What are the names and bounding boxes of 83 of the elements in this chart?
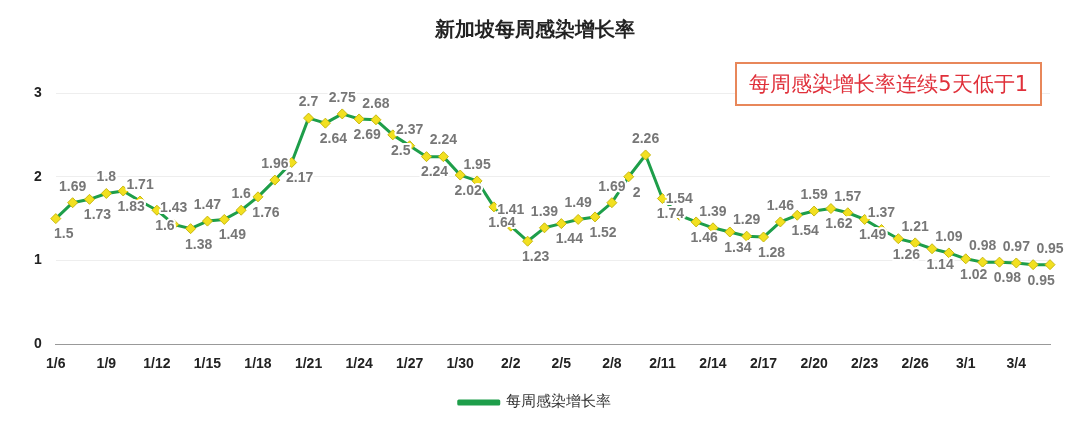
chart-title: 新加坡每周感染增长率 bbox=[434, 17, 635, 42]
x-tick-label: 1/21 bbox=[294, 355, 323, 372]
data-label: 1.39 bbox=[530, 202, 559, 219]
x-tick-label: 1/18 bbox=[244, 355, 272, 372]
x-tick-label: 2/14 bbox=[699, 355, 727, 372]
data-label: 2.5 bbox=[391, 141, 411, 158]
data-label: 1.76 bbox=[252, 203, 280, 220]
annotation: 每周感染增长率连续5天低于1 bbox=[735, 62, 1042, 106]
x-tick-label: 2/20 bbox=[800, 355, 828, 372]
data-label: 1.59 bbox=[800, 185, 828, 202]
data-label: 1.26 bbox=[892, 245, 921, 262]
data-label: 1.96 bbox=[261, 154, 289, 171]
data-label: 1.47 bbox=[193, 195, 222, 212]
x-tick-label: 2/8 bbox=[602, 355, 622, 372]
data-label: 1.09 bbox=[935, 227, 963, 244]
x-tick-label: 2/17 bbox=[749, 355, 778, 372]
x-tick-label: 1/24 bbox=[345, 355, 373, 372]
data-label: 1.71 bbox=[126, 175, 154, 192]
data-label: 2.24 bbox=[420, 163, 449, 180]
data-label: 1.54 bbox=[665, 190, 694, 207]
data-label: 1.49 bbox=[564, 194, 593, 211]
data-label: 2 bbox=[632, 183, 641, 200]
data-label: 1.49 bbox=[218, 226, 247, 243]
y-tick-label: 2 bbox=[33, 167, 42, 184]
data-label: 1.83 bbox=[117, 197, 146, 214]
data-label: 1.43 bbox=[160, 199, 188, 216]
data-label: 2.24 bbox=[429, 131, 458, 148]
data-label: 0.95 bbox=[1036, 239, 1064, 256]
data-label: 1.62 bbox=[825, 215, 853, 232]
x-tick-label: 2/26 bbox=[901, 355, 930, 372]
data-label: 1.95 bbox=[463, 155, 491, 172]
data-label: 1.57 bbox=[834, 187, 862, 204]
data-label: 2.68 bbox=[362, 94, 390, 111]
data-label: 1.39 bbox=[699, 202, 727, 219]
data-label: 1.38 bbox=[184, 235, 213, 252]
y-tick-label: 1 bbox=[33, 251, 42, 268]
data-label: 2.26 bbox=[631, 129, 660, 146]
data-label: 1.44 bbox=[555, 230, 584, 247]
data-label: 1.29 bbox=[733, 211, 761, 228]
data-label: 1.14 bbox=[926, 255, 954, 272]
data-label: 2.02 bbox=[454, 181, 483, 198]
x-tick-label: 1/27 bbox=[396, 355, 424, 372]
x-tick-label: 1/6 bbox=[46, 355, 66, 372]
legend-label: 每周感染增长率 bbox=[506, 392, 612, 411]
data-label: 2.64 bbox=[319, 130, 348, 146]
data-label: 1.02 bbox=[960, 265, 988, 282]
data-label: 2.7 bbox=[298, 92, 319, 109]
x-tick-label: 2/11 bbox=[649, 355, 676, 372]
data-label: 1.21 bbox=[901, 217, 930, 234]
data-label: 0.98 bbox=[968, 237, 997, 253]
x-tick-label: 1/12 bbox=[143, 355, 171, 372]
x-tick-label: 3/4 bbox=[1006, 355, 1027, 372]
y-tick-label: 3 bbox=[33, 83, 42, 100]
data-label: 1.37 bbox=[867, 204, 896, 221]
data-label: 1.69 bbox=[59, 177, 87, 194]
data-label: 2.69 bbox=[353, 125, 381, 142]
data-label: 1.28 bbox=[757, 243, 786, 260]
x-tick-label: 2/23 bbox=[851, 355, 879, 372]
data-label: 1.41 bbox=[497, 201, 525, 217]
data-label: 1.23 bbox=[521, 248, 550, 265]
x-tick-label: 1/30 bbox=[446, 355, 475, 372]
data-label: 1.46 bbox=[690, 228, 718, 245]
data-label: 2.17 bbox=[286, 169, 314, 186]
data-label: 2.37 bbox=[396, 120, 424, 137]
data-label: 0.98 bbox=[993, 269, 1022, 285]
data-label: 1.8 bbox=[96, 168, 117, 185]
data-label: 1.34 bbox=[724, 238, 752, 255]
x-tick-label: 2/2 bbox=[501, 355, 521, 372]
x-tick-label: 1/9 bbox=[96, 355, 117, 372]
data-label: 1.46 bbox=[766, 196, 795, 213]
y-tick-label: 0 bbox=[33, 335, 42, 352]
data-label: 1.73 bbox=[83, 206, 112, 223]
data-label: 1.52 bbox=[589, 223, 617, 240]
x-tick-label: 2/5 bbox=[551, 355, 572, 372]
data-label: 0.95 bbox=[1027, 271, 1055, 288]
data-label: 2.75 bbox=[328, 88, 357, 105]
data-label: 1.49 bbox=[859, 226, 887, 243]
x-tick-label: 3/1 bbox=[956, 355, 976, 372]
x-tick-label: 1/15 bbox=[193, 355, 222, 372]
data-label: 0.97 bbox=[1002, 237, 1031, 254]
data-label: 1.54 bbox=[791, 222, 820, 239]
data-label: 1.6 bbox=[231, 185, 252, 202]
data-label: 1.5 bbox=[54, 225, 74, 242]
